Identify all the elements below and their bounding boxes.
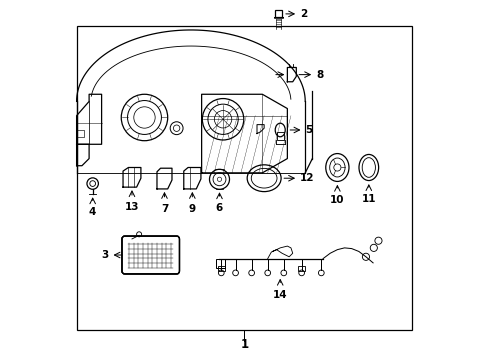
Text: 12: 12 — [299, 173, 314, 183]
FancyBboxPatch shape — [122, 236, 179, 274]
Text: 5: 5 — [305, 125, 312, 135]
Text: 11: 11 — [361, 194, 375, 204]
Bar — [217, 266, 224, 271]
Bar — [276, 132, 283, 140]
Text: 4: 4 — [89, 207, 96, 217]
Text: 10: 10 — [329, 195, 344, 205]
Text: 2: 2 — [299, 9, 306, 19]
Text: 13: 13 — [124, 202, 139, 212]
Bar — [298, 266, 305, 271]
Text: 8: 8 — [315, 69, 323, 80]
Text: 3: 3 — [102, 250, 108, 260]
Text: 14: 14 — [272, 290, 287, 300]
Text: 6: 6 — [215, 203, 223, 213]
Text: 1: 1 — [240, 338, 248, 351]
Bar — [216, 258, 224, 267]
Text: 9: 9 — [188, 204, 196, 214]
Text: 7: 7 — [161, 204, 168, 214]
Bar — [77, 26, 411, 330]
Bar — [274, 10, 282, 17]
